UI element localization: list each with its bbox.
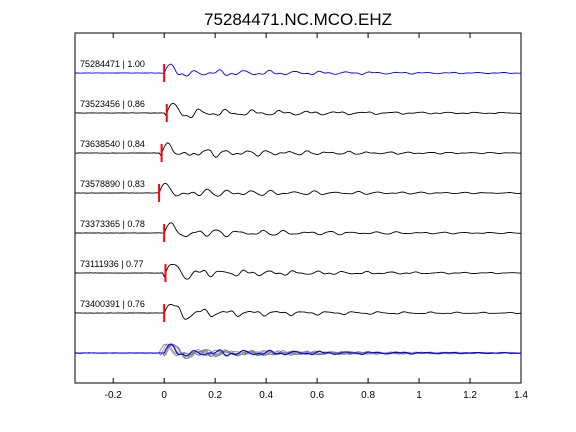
x-tick-label: 0.6 bbox=[310, 390, 324, 401]
x-tick-label: 0.4 bbox=[259, 390, 273, 401]
trace-label: 73523456 | 0.86 bbox=[80, 99, 145, 109]
trace-labels-layer: 75284471 | 1.00 73523456 | 0.86 73638540 |… bbox=[80, 59, 145, 309]
trace-line bbox=[74, 182, 522, 197]
stack-primary-line bbox=[75, 343, 521, 357]
x-axis-ticks: -0.2 0 0.2 0.4 0.6 0.8 1 1.2 1.4 bbox=[105, 33, 528, 401]
trace-line bbox=[75, 102, 522, 119]
x-tick-label: 0.8 bbox=[361, 390, 375, 401]
trace-label: 73400391 | 0.76 bbox=[80, 299, 145, 309]
x-tick-label: 0 bbox=[161, 390, 167, 401]
traces-layer bbox=[74, 63, 522, 359]
trace-line bbox=[75, 63, 521, 77]
trace-line bbox=[74, 303, 522, 320]
chart-title: 75284471.NC.MCO.EHZ bbox=[204, 10, 392, 29]
axes-box bbox=[74, 32, 522, 384]
x-tick-label: 1.4 bbox=[514, 390, 528, 401]
trace-label: 73578890 | 0.83 bbox=[80, 179, 145, 189]
trace-line bbox=[74, 263, 522, 280]
trace-line bbox=[74, 142, 521, 158]
x-tick-label: -0.2 bbox=[105, 390, 123, 401]
trace-label: 73638540 | 0.84 bbox=[80, 139, 145, 149]
x-tick-label: 1 bbox=[416, 390, 422, 401]
x-tick-label: 1.2 bbox=[463, 390, 477, 401]
x-tick-label: 0.2 bbox=[208, 390, 222, 401]
trace-label: 75284471 | 1.00 bbox=[80, 59, 145, 69]
trace-label: 73373365 | 0.78 bbox=[80, 219, 145, 229]
trace-line bbox=[74, 222, 522, 238]
trace-label: 73111936 | 0.77 bbox=[80, 259, 144, 269]
